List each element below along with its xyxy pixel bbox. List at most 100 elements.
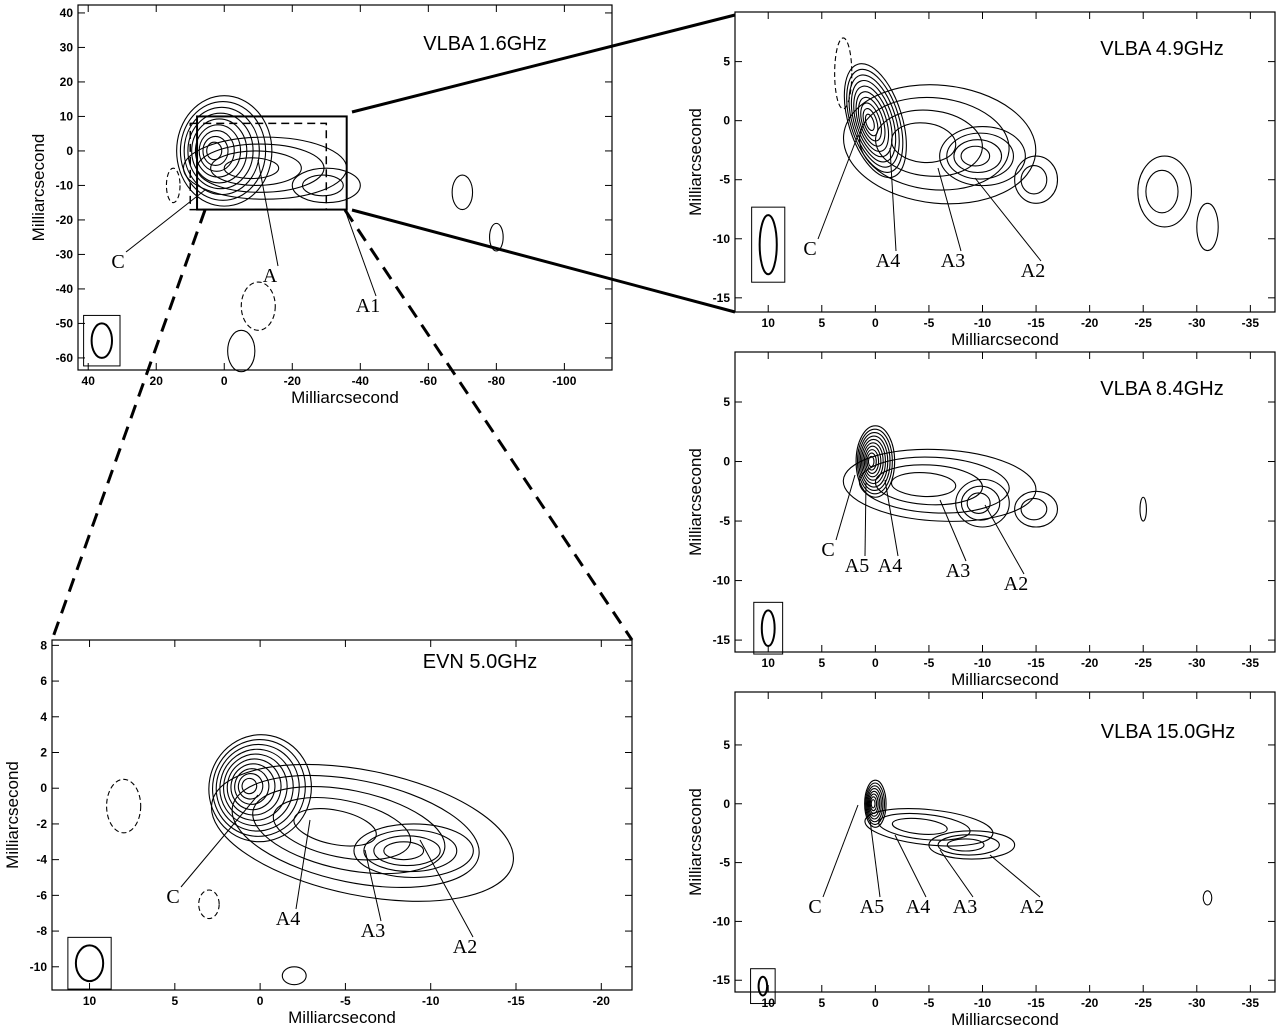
y-tick-label: 20: [60, 75, 74, 89]
contour: [384, 842, 424, 860]
x-axis-label: Milliarcsecond: [951, 330, 1059, 349]
y-tick-label: 5: [723, 395, 730, 409]
contour: [1197, 203, 1218, 250]
beam: [760, 215, 777, 274]
contour: [241, 777, 258, 795]
x-tick-label: 5: [818, 996, 825, 1010]
contour: [1021, 498, 1047, 519]
x-tick-label: 0: [257, 994, 264, 1008]
x-tick-label: -30: [1188, 316, 1206, 330]
plot-frame: [52, 640, 632, 990]
y-tick-label: -40: [56, 282, 74, 296]
contour: [490, 223, 504, 251]
annotation: A5: [845, 555, 869, 577]
contour: [877, 810, 971, 844]
panel: 1050-5-10-15-2086420-2-4-6-8-10Milliarcs…: [3, 638, 632, 1027]
contour: [858, 454, 1011, 517]
x-tick-label: -10: [974, 316, 992, 330]
annotation: A3: [361, 920, 385, 942]
figure: 40200-20-40-60-80-100403020100-10-20-30-…: [0, 0, 1281, 1036]
x-tick-label: -35: [1242, 656, 1260, 670]
x-tick-label: -35: [1242, 316, 1260, 330]
annotation: C: [803, 238, 816, 260]
y-tick-label: -8: [36, 924, 47, 938]
y-tick-label: 2: [40, 746, 47, 760]
y-tick-label: -50: [56, 316, 74, 330]
annotation-pointer: [885, 480, 898, 556]
y-tick-label: -5: [719, 856, 730, 870]
y-tick-label: -5: [719, 514, 730, 528]
contour: [1140, 497, 1146, 521]
y-tick-label: 0: [40, 781, 47, 795]
y-tick-label: 0: [723, 114, 730, 128]
plot-frame: [78, 5, 612, 370]
y-tick-label: -10: [713, 574, 731, 588]
zoom-line: [352, 210, 735, 312]
contour: [1146, 170, 1178, 213]
annotation-pointer: [836, 475, 855, 540]
contour: [835, 38, 852, 109]
y-tick-label: -4: [36, 853, 47, 867]
y-axis-label: Milliarcsecond: [686, 788, 705, 896]
annotation-pointer: [345, 210, 376, 296]
x-tick-label: -5: [924, 996, 935, 1010]
x-tick-label: -20: [593, 994, 611, 1008]
y-tick-label: 6: [40, 674, 47, 688]
annotation: A3: [941, 250, 965, 272]
x-tick-label: -25: [1135, 996, 1153, 1010]
x-tick-label: 0: [872, 996, 879, 1010]
contour: [892, 816, 948, 837]
annotation: A2: [1021, 260, 1045, 282]
contour: [268, 787, 416, 870]
x-tick-label: -15: [1027, 656, 1045, 670]
annotation: A4: [276, 908, 300, 930]
panel-title: EVN 5.0GHz: [423, 651, 537, 673]
contour: [871, 800, 875, 808]
x-tick-label: 10: [762, 316, 776, 330]
annotation: C: [808, 896, 821, 918]
beam: [92, 323, 112, 357]
x-tick-label: -80: [488, 374, 506, 388]
y-tick-label: 0: [723, 455, 730, 469]
x-tick-label: 5: [171, 994, 178, 1008]
contour: [231, 766, 272, 808]
y-axis-label: Milliarcsecond: [686, 108, 705, 216]
x-axis-label: Milliarcsecond: [288, 1008, 396, 1027]
x-tick-label: -10: [974, 656, 992, 670]
contour: [241, 282, 275, 330]
beam: [759, 977, 768, 996]
y-tick-label: -6: [36, 888, 47, 902]
x-tick-label: -100: [552, 374, 576, 388]
x-tick-label: -20: [1081, 316, 1099, 330]
x-tick-label: 5: [818, 316, 825, 330]
contour: [228, 330, 255, 371]
contour: [192, 119, 247, 183]
panel: 1050-5-10-15-20-25-30-3550-5-10-15Millia…: [686, 692, 1275, 1029]
x-tick-label: 0: [872, 656, 879, 670]
y-tick-label: -20: [56, 213, 74, 227]
contour: [891, 471, 956, 498]
contour: [855, 91, 1013, 197]
contour: [452, 175, 472, 209]
y-tick-label: -10: [713, 232, 731, 246]
contours: [166, 96, 503, 372]
x-tick-label: -15: [1027, 316, 1045, 330]
contour: [967, 493, 990, 513]
annotation-pointer: [990, 855, 1040, 897]
x-tick-label: -15: [1027, 996, 1045, 1010]
x-tick-label: 10: [762, 656, 776, 670]
annotation: A4: [906, 896, 930, 918]
zoom-line: [352, 15, 735, 112]
y-tick-label: -2: [36, 817, 47, 831]
y-tick-label: -15: [713, 633, 731, 647]
y-tick-label: 10: [60, 109, 74, 123]
y-tick-label: 5: [723, 738, 730, 752]
y-tick-label: -60: [56, 351, 74, 365]
y-tick-label: 40: [60, 6, 74, 20]
y-tick-label: -30: [56, 247, 74, 261]
y-tick-label: -10: [30, 960, 48, 974]
x-tick-label: -20: [1081, 656, 1099, 670]
x-tick-label: -60: [420, 374, 438, 388]
annotation: A3: [953, 896, 977, 918]
